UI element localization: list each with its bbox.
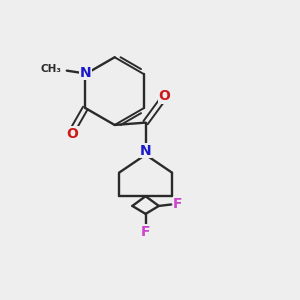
Text: CH₃: CH₃ xyxy=(41,64,62,74)
Text: O: O xyxy=(66,127,78,141)
Text: N: N xyxy=(80,66,91,80)
Text: F: F xyxy=(173,197,183,212)
Text: N: N xyxy=(140,144,152,158)
Text: O: O xyxy=(158,89,170,103)
Text: F: F xyxy=(141,225,150,238)
